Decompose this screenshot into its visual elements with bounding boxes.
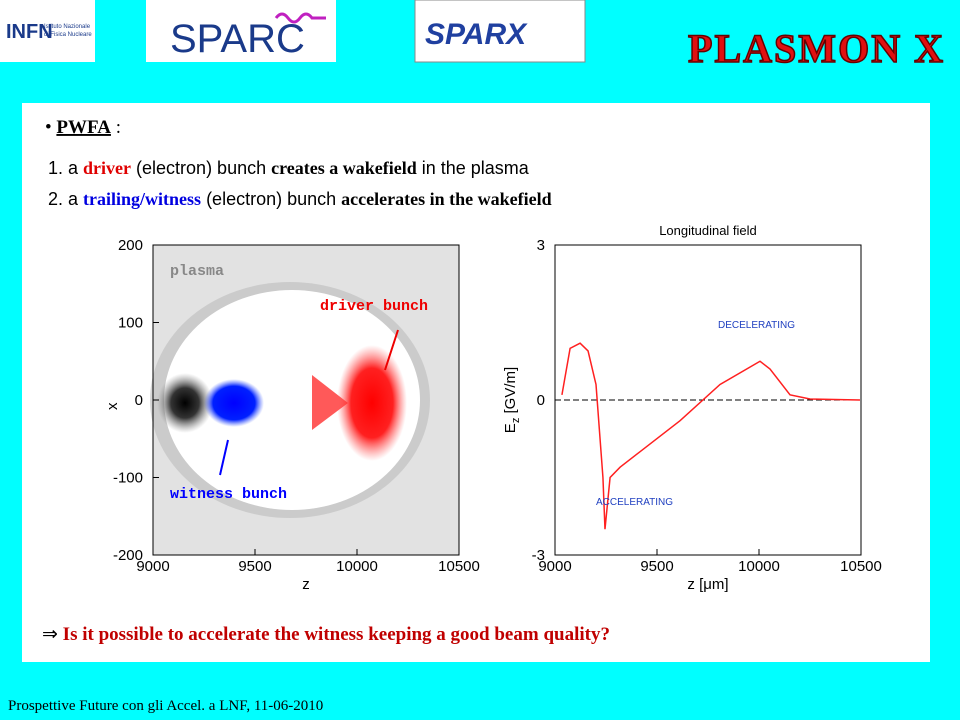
item-segment: accelerates in the wakefield xyxy=(341,189,551,209)
question-text: Is it possible to accelerate the witness… xyxy=(63,624,610,645)
x-tick-label: 10000 xyxy=(738,558,780,575)
infn-text: INFN xyxy=(6,21,53,43)
footer: Prospettive Future con gli Accel. a LNF,… xyxy=(8,698,323,714)
x-tick-label: 9500 xyxy=(238,558,271,575)
list-item: 2. a trailing/witness (electron) bunch a… xyxy=(48,189,552,209)
x-tick-label: 9000 xyxy=(538,558,571,575)
item-number: 2. xyxy=(48,189,63,209)
y-tick-label: 0 xyxy=(135,392,143,409)
x-tick-label: 10500 xyxy=(438,558,480,575)
y-tick-label: -200 xyxy=(113,547,143,564)
annotation: DECELERATING xyxy=(718,320,795,331)
bullet: • PWFA : xyxy=(45,117,121,138)
driver-cloud xyxy=(312,375,348,430)
item-segment: in the plasma xyxy=(417,158,530,178)
item-segment: driver xyxy=(83,158,131,178)
bullet-term: PWFA xyxy=(56,117,111,138)
y-tick-label: -3 xyxy=(532,547,545,564)
bullet-after: : xyxy=(111,117,121,138)
annotation: driver bunch xyxy=(320,298,428,315)
y-tick-label: 3 xyxy=(537,237,545,254)
sparc-wave xyxy=(274,12,326,24)
x-tick-label: 10500 xyxy=(840,558,882,575)
y-tick-label: 0 xyxy=(537,392,545,409)
y-label-sub: z xyxy=(510,418,522,424)
pointer xyxy=(384,329,399,371)
plot-title: Longitudinal field xyxy=(659,223,757,238)
list-item: 1. a driver (electron) bunch creates a w… xyxy=(48,158,530,178)
infn-sub: Istituto Nazionale xyxy=(44,24,91,30)
y-axis-label: x xyxy=(104,402,121,410)
arrow-symbol: ⇒ xyxy=(42,624,58,645)
y-label-unit: [GV/m] xyxy=(502,367,519,418)
y-tick-label: -100 xyxy=(113,470,143,487)
pointer xyxy=(219,439,229,476)
plasmonx-logo: PLASMON X xyxy=(688,26,943,71)
bullet-dot: • xyxy=(45,117,56,138)
sparc-logo xyxy=(146,0,336,62)
x-axis-label: z [μm] xyxy=(687,576,728,593)
annotation: ACCELERATING xyxy=(596,497,673,508)
x-axis-label: z xyxy=(302,576,310,593)
sparx-text: SPARX xyxy=(425,18,528,51)
infn-logo xyxy=(0,0,95,62)
annotation: witness bunch xyxy=(170,486,287,503)
bubble xyxy=(164,290,420,510)
y-axis-label: Ez [GV/m] xyxy=(502,367,522,433)
item-segment: creates a wakefield xyxy=(271,158,417,178)
infn-sub: di Fisica Nucleare xyxy=(44,32,92,38)
x-tick-label: 10000 xyxy=(336,558,378,575)
sparx-logo xyxy=(414,0,586,63)
item-segment: a xyxy=(68,158,83,178)
y-label-main: E xyxy=(502,423,519,433)
y-tick-label: 200 xyxy=(118,237,143,254)
field-line xyxy=(561,342,860,530)
question: ⇒ Is it possible to accelerate the witne… xyxy=(42,624,610,645)
driver-cloud xyxy=(337,345,407,461)
item-segment: trailing/witness xyxy=(83,189,201,209)
item-segment: a xyxy=(68,189,83,209)
sparc-text: SPARC xyxy=(170,17,305,61)
item-number: 1. xyxy=(48,158,63,178)
item-segment: (electron) bunch xyxy=(131,158,271,178)
electron-spike xyxy=(157,373,213,433)
y-tick-label: 100 xyxy=(118,315,143,332)
annotation: plasma xyxy=(170,263,224,280)
item-segment: (electron) bunch xyxy=(201,189,341,209)
witness-cloud xyxy=(204,379,264,427)
x-tick-label: 9500 xyxy=(640,558,673,575)
x-tick-label: 9000 xyxy=(136,558,169,575)
